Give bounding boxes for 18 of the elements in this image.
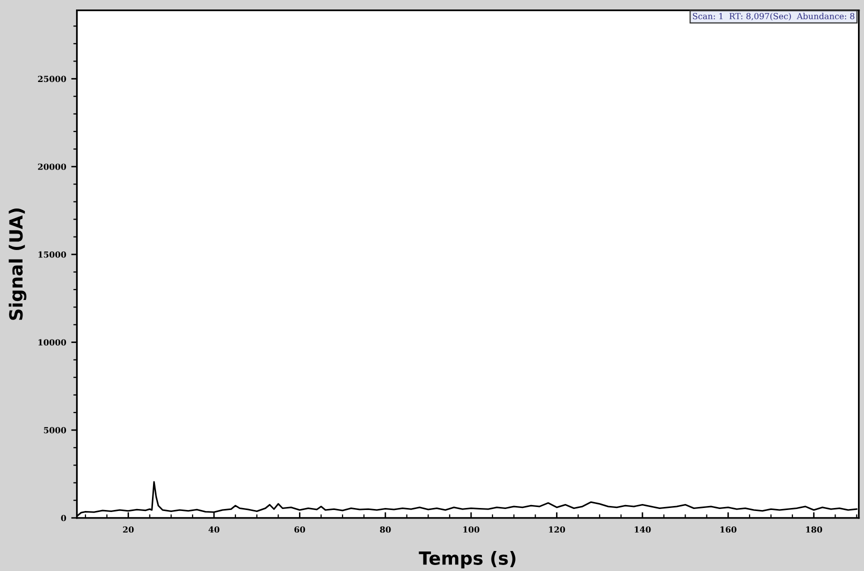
y-axis-title: Signal (UA)	[8, 208, 26, 320]
annotation: Scan: 1 RT: 8,097(Sec) Abundance: 8	[692, 12, 854, 20]
x-tick-label: 60	[294, 526, 306, 533]
x-tick-label: 160	[720, 526, 736, 533]
y-tick-label: 5000	[44, 427, 66, 434]
x-tick-label: 80	[380, 526, 391, 533]
y-tick-label: 15000	[38, 251, 66, 258]
x-tick-label: 40	[208, 526, 220, 533]
y-tick-label: 10000	[38, 339, 66, 346]
x-tick-label: 120	[549, 526, 566, 533]
y-tick-label: 20000	[38, 164, 66, 170]
y-tick-label: 0	[61, 514, 66, 522]
y-tick-label: 25000	[38, 76, 66, 82]
x-tick-label: 140	[634, 526, 651, 533]
x-tick-label: 100	[463, 526, 480, 533]
x-tick-label: 180	[806, 526, 822, 533]
x-tick-label: 20	[123, 526, 134, 533]
x-axis-title: Temps (s)	[418, 550, 516, 568]
